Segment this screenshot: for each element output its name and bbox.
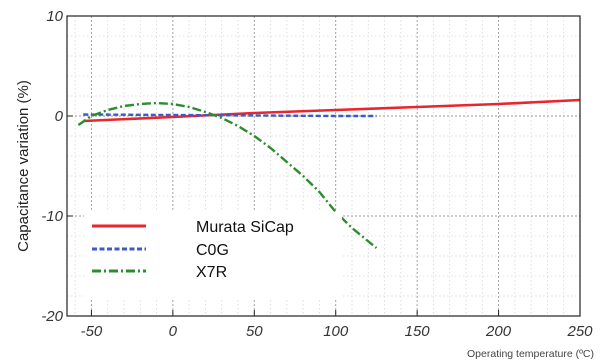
x-tick-label: 0 [169,323,178,340]
x-tick-label: 50 [246,323,263,340]
y-axis-label: Capacitance variation (%) [15,80,32,252]
y-tick-label: -10 [41,208,63,225]
legend-label-c0g: C0G [196,242,229,259]
legend: Murata SiCap C0G X7R [84,212,342,298]
x-tick-label: 100 [323,323,349,340]
y-tick-label: -20 [41,308,63,325]
series-line-x7r [77,101,378,249]
y-tick-label: 0 [55,108,64,125]
x-tick-label: 150 [405,323,431,340]
series-group [77,98,581,249]
x-tick-label: 200 [485,323,512,340]
series-line-c0g [83,113,377,118]
series-line-murata-sicap [83,98,581,123]
x-tick-label: 250 [566,323,593,340]
plot-frame [66,15,581,317]
legend-label-x7r: X7R [196,264,227,281]
x-tick-label: -50 [81,323,103,340]
legend-label-murata-sicap: Murata SiCap [196,219,294,236]
y-tick-label: 10 [46,8,63,25]
x-axis-label: Operating temperature (ºC) [467,348,594,360]
